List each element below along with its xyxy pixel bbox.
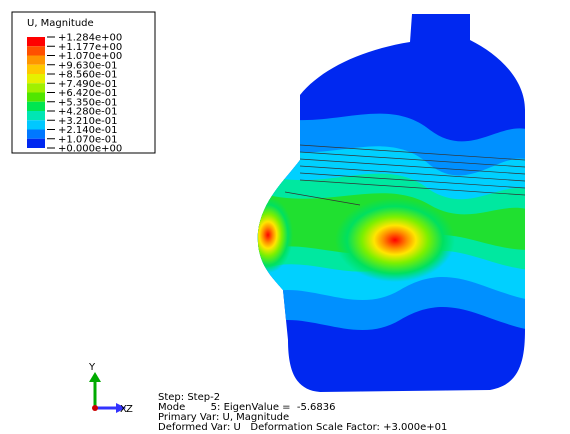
legend-swatch [27, 130, 45, 139]
legend-swatch [27, 56, 45, 65]
legend-swatch [27, 120, 45, 129]
model [243, 10, 530, 400]
legend-swatch [27, 46, 45, 55]
viewport: U, Magnitude +1.284e+00+1.177e+00+1.070e… [0, 0, 570, 434]
triad-y: Y [88, 362, 96, 373]
legend-swatch [27, 93, 45, 102]
info-line: Deformed Var: U Deformation Scale Factor… [158, 422, 447, 433]
legend-swatch [27, 111, 45, 120]
legend-swatch [27, 102, 45, 111]
legend-title: U, Magnitude [27, 18, 94, 29]
legend-swatch [27, 74, 45, 83]
legend-scale: +1.284e+00+1.177e+00+1.070e+00+9.630e-01… [27, 33, 122, 155]
legend-swatch [27, 83, 45, 92]
triad: Y X Z [88, 362, 133, 415]
page: U, Magnitude +1.284e+00+1.177e+00+1.070e… [0, 0, 570, 434]
legend-label: +0.000e+00 [58, 144, 122, 155]
legend-swatch [27, 65, 45, 74]
triad-z: Z [126, 404, 133, 415]
legend-swatch [27, 37, 45, 46]
legend-swatch [27, 139, 45, 148]
